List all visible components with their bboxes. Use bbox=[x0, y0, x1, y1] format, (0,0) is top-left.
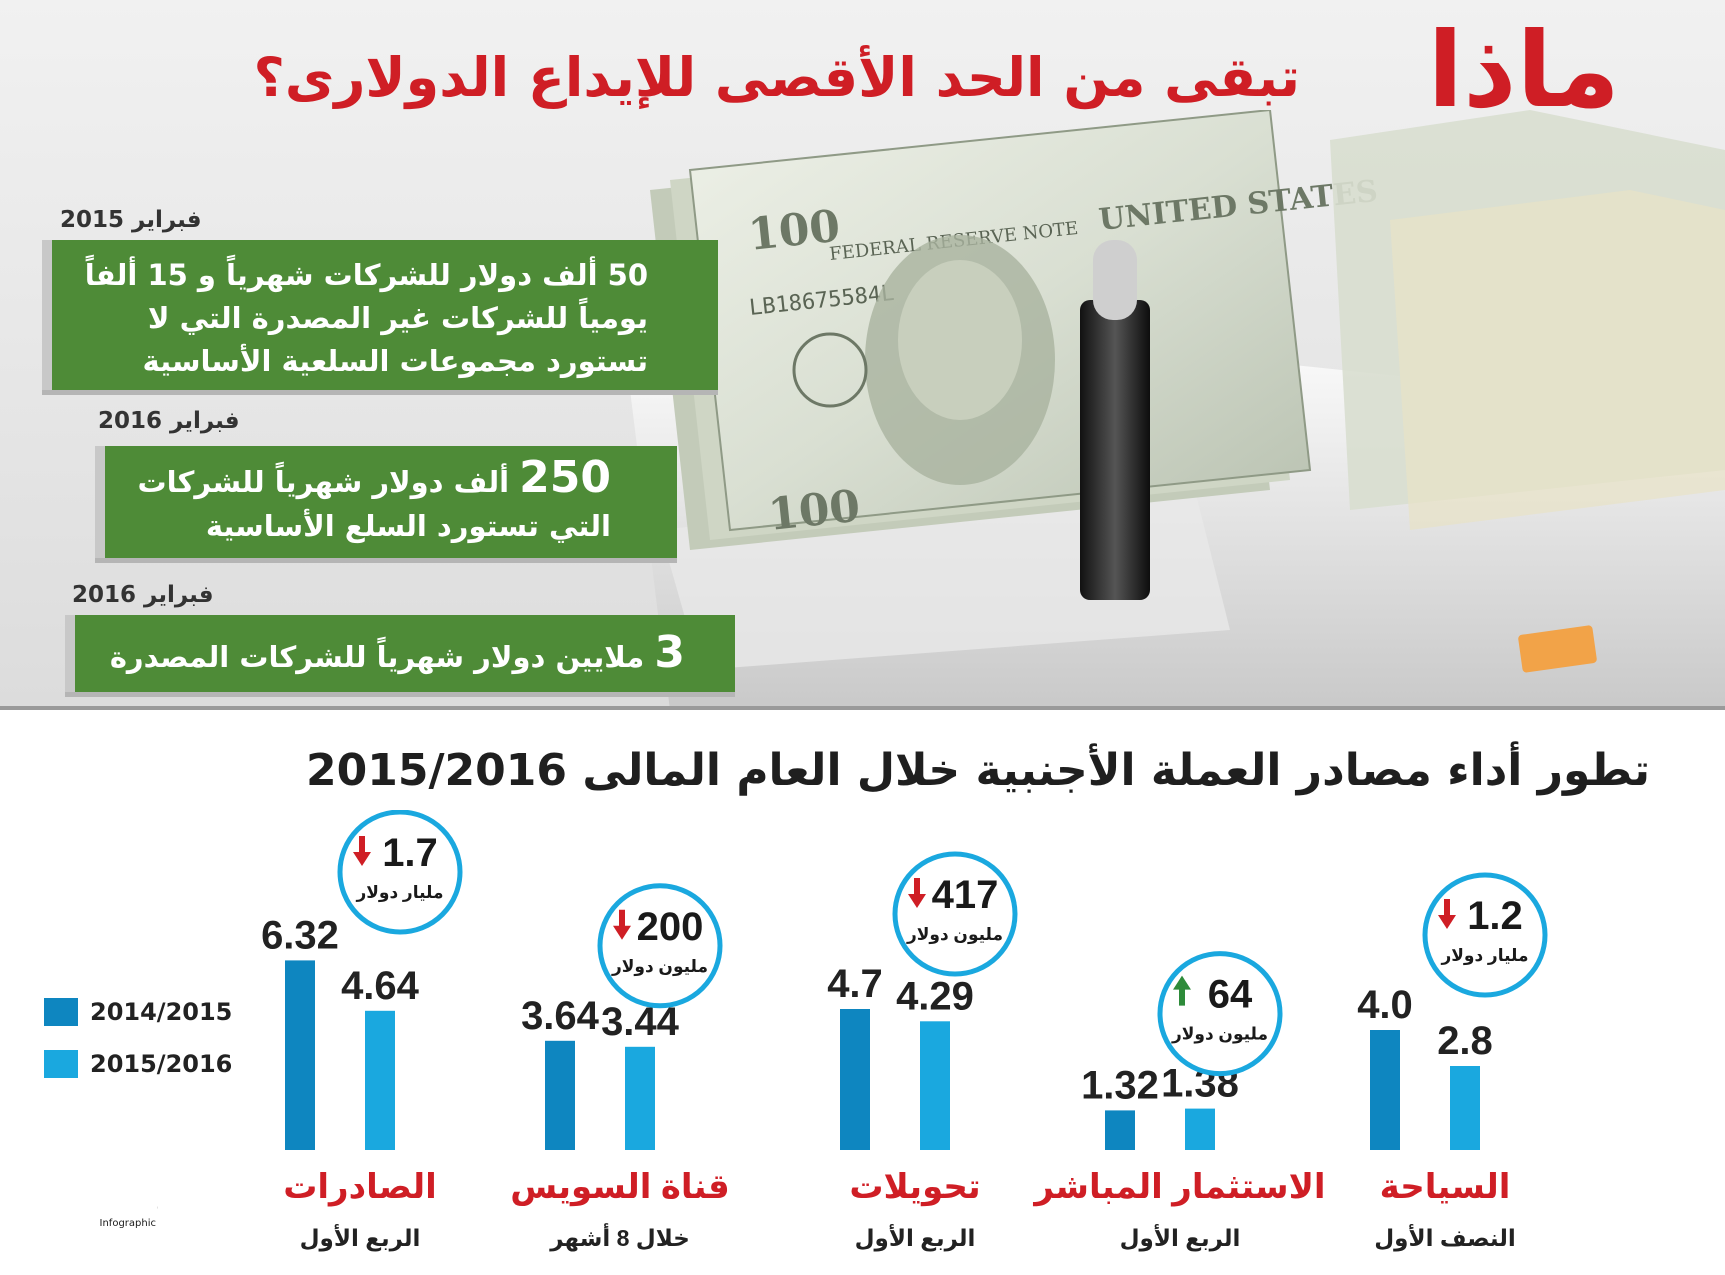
svg-text:حسين: حسين bbox=[156, 1181, 158, 1216]
change-unit: مليار دولار bbox=[1440, 946, 1528, 966]
limit-line: ألف دولار شهرياً للشركات bbox=[137, 465, 510, 499]
bar-2015 bbox=[365, 1010, 395, 1150]
limit-box-2016-exporters: 3 ملايين دولار شهرياً للشركات المصدرة bbox=[65, 615, 735, 692]
change-ring bbox=[1157, 951, 1283, 1077]
bar-value-label: 3.64 bbox=[521, 994, 600, 1038]
bar-value-label: 4.29 bbox=[896, 974, 974, 1018]
category-label: الصادرات bbox=[283, 1168, 437, 1206]
svg-text:Infographic: Infographic bbox=[100, 1218, 156, 1229]
bar-2015 bbox=[1185, 1108, 1215, 1150]
change-unit: مليار دولار bbox=[355, 883, 443, 903]
bar-2014 bbox=[1370, 1030, 1400, 1150]
change-ring bbox=[1422, 872, 1548, 998]
limit-number: 3 bbox=[654, 627, 685, 678]
limit-line: يومياً للشركات غير المصدرة التي لا bbox=[147, 301, 648, 335]
limit-number: 250 bbox=[519, 452, 611, 503]
change-ring bbox=[892, 851, 1018, 977]
legend-swatch bbox=[44, 998, 78, 1026]
title-highlight: ماذا bbox=[1427, 9, 1620, 131]
change-unit: مليون دولار bbox=[1171, 1025, 1268, 1045]
category-label: تحويلات bbox=[849, 1168, 980, 1207]
change-value: 417 bbox=[932, 873, 999, 917]
limit-line: تستورد مجموعات السلعية الأساسية bbox=[142, 344, 648, 378]
legend-label: 2014/2015 bbox=[90, 998, 233, 1026]
bar-value-label: 4.64 bbox=[341, 964, 420, 1008]
bar-value-label: 4.7 bbox=[827, 962, 883, 1006]
limit-line: 50 ألف دولار للشركات شهرياً و 15 ألفاً bbox=[84, 258, 648, 292]
brand-logo: حسين Infographic bbox=[100, 1181, 158, 1229]
bar-chart: 6.324.64 1.7 مليار دولار الصادرات الربع الأو… bbox=[261, 810, 1548, 1252]
bar-2015 bbox=[1450, 1066, 1480, 1150]
legend-item-2015: 2015/2016 bbox=[44, 1048, 244, 1080]
arrow-down-icon bbox=[353, 836, 371, 866]
limit-line: ملايين دولار شهرياً للشركات المصدرة bbox=[109, 640, 645, 674]
bar-2014 bbox=[840, 1009, 870, 1150]
arrow-down-icon bbox=[908, 878, 926, 908]
arrow-up-icon bbox=[1173, 975, 1191, 1006]
bar-value-label: 1.32 bbox=[1081, 1063, 1159, 1107]
date-label-1: فبراير 2015 bbox=[60, 207, 202, 233]
arrow-down-icon bbox=[1438, 899, 1456, 929]
bar-value-label: 2.8 bbox=[1437, 1019, 1493, 1063]
legend-item-2014: 2014/2015 bbox=[44, 996, 244, 1028]
change-value: 1.2 bbox=[1467, 894, 1523, 938]
bar-2014 bbox=[285, 960, 315, 1150]
period-label: الربع الأول bbox=[1120, 1223, 1241, 1252]
date-label-3: فبراير 2016 bbox=[72, 582, 214, 608]
legend-swatch bbox=[44, 1050, 78, 1078]
legend-label: 2015/2016 bbox=[90, 1050, 233, 1078]
limit-box-2015: 50 ألف دولار للشركات شهرياً و 15 ألفاً ي… bbox=[42, 240, 718, 390]
svg-text:100: 100 bbox=[746, 201, 843, 261]
bar-value-label: 6.32 bbox=[261, 913, 339, 957]
limit-box-2016-importers: 250 ألف دولار شهرياً للشركات التي تستورد… bbox=[95, 446, 677, 558]
change-unit: مليون دولار bbox=[611, 957, 708, 977]
page-title: تبقى من الحد الأقصى للإيداع الدولارى؟ bbox=[253, 46, 1300, 109]
category-label: قناة السويس bbox=[510, 1168, 730, 1207]
bar-2015 bbox=[920, 1021, 950, 1150]
period-label: خلال 8 أشهر bbox=[549, 1222, 690, 1252]
bar-2015 bbox=[625, 1046, 655, 1150]
svg-text:100: 100 bbox=[766, 481, 863, 541]
period-label: الربع الأول bbox=[300, 1223, 421, 1252]
limit-line: التي تستورد السلع الأساسية bbox=[205, 509, 611, 543]
change-value: 1.7 bbox=[382, 831, 438, 875]
bar-2014 bbox=[1105, 1110, 1135, 1150]
bar-2014 bbox=[545, 1040, 575, 1150]
date-label-2: فبراير 2016 bbox=[98, 408, 240, 434]
top-panel: ماذا تبقى من الحد الأقصى للإيداع الدولار… bbox=[0, 0, 1725, 710]
chart-title: تطور أداء مصادر العملة الأجنبية خلال الع… bbox=[306, 745, 1650, 796]
change-unit: مليون دولار bbox=[906, 925, 1003, 945]
period-label: الربع الأول bbox=[855, 1223, 976, 1252]
category-label: الاستثمار المباشر bbox=[1032, 1168, 1325, 1207]
period-label: النصف الأول bbox=[1374, 1223, 1516, 1252]
change-value: 64 bbox=[1208, 973, 1253, 1017]
bar-value-label: 4.0 bbox=[1357, 983, 1413, 1027]
change-ring bbox=[597, 883, 723, 1009]
arrow-down-icon bbox=[613, 909, 631, 940]
change-value: 200 bbox=[637, 905, 704, 949]
change-ring bbox=[337, 810, 463, 935]
dollar-counting-machine-photo: 100 FEDERAL RESERVE NOTE LB18675584L UNI… bbox=[630, 110, 1725, 710]
category-label: السياحة bbox=[1380, 1168, 1511, 1206]
